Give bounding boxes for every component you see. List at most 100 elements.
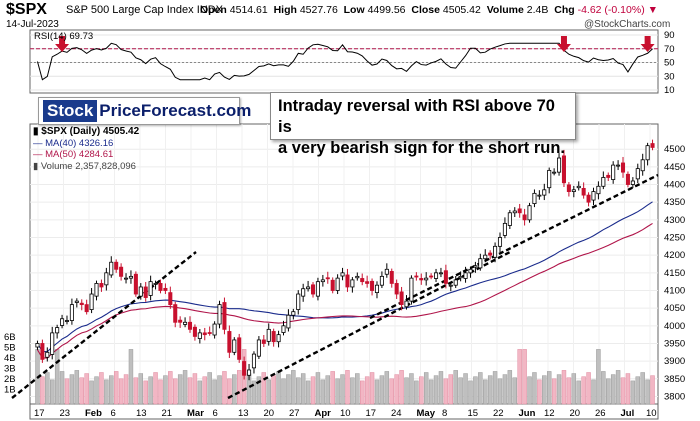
candle-body bbox=[207, 332, 212, 334]
volume-bar bbox=[315, 372, 321, 405]
chg-value: -4.62 (-0.10%) bbox=[577, 4, 645, 16]
volume-bar bbox=[468, 380, 473, 405]
volume-bar bbox=[123, 374, 129, 405]
volume-bar bbox=[438, 371, 444, 405]
stockpriceforecast-logo[interactable]: Stock PriceForecast.com bbox=[38, 97, 251, 125]
candle-body bbox=[153, 283, 158, 285]
candle-body bbox=[133, 273, 138, 295]
candle-body bbox=[217, 304, 222, 325]
candle-body bbox=[429, 275, 434, 278]
candle-body bbox=[507, 212, 512, 226]
volume-bar bbox=[497, 378, 503, 405]
candle-body bbox=[601, 177, 606, 187]
candle-body bbox=[611, 164, 616, 180]
volume-bar bbox=[448, 374, 454, 405]
candle-body bbox=[237, 337, 242, 360]
candle-body bbox=[163, 287, 168, 291]
volume-bar bbox=[394, 374, 399, 405]
date-tick-label: 13 bbox=[238, 408, 249, 419]
date-tick-label: 10 bbox=[340, 408, 351, 419]
volume-bar bbox=[84, 373, 89, 405]
candle-body bbox=[158, 283, 163, 291]
volume-bar bbox=[463, 373, 468, 405]
candle-body bbox=[128, 275, 133, 279]
candle-body bbox=[55, 327, 60, 334]
candle-body bbox=[79, 302, 84, 306]
volume-bar bbox=[458, 377, 463, 405]
volume-bar bbox=[571, 373, 577, 405]
close-value: 4505.42 bbox=[442, 4, 481, 16]
volume-tick-label: 3B bbox=[4, 364, 16, 375]
chart-legend: ▮ $SPX (Daily) 4505.42 — MA(40) 4326.16 … bbox=[33, 126, 139, 172]
candle-body bbox=[84, 304, 89, 313]
rsi-tick-label: 10 bbox=[664, 85, 675, 96]
volume-bar bbox=[310, 376, 316, 405]
volume-bar bbox=[59, 371, 65, 405]
volume-bar bbox=[330, 371, 335, 405]
candle-body bbox=[547, 169, 552, 189]
volume-bar bbox=[320, 379, 326, 405]
candle-body bbox=[360, 278, 365, 283]
volume-bar bbox=[645, 379, 650, 405]
volume-bar bbox=[202, 376, 207, 405]
candle-body bbox=[497, 237, 503, 247]
volume-bar bbox=[281, 378, 286, 405]
candle-body bbox=[222, 302, 227, 330]
volume-bar bbox=[335, 378, 340, 405]
volume-bar bbox=[502, 374, 508, 405]
candle-body bbox=[389, 271, 394, 284]
legend-ma40: — MA(40) 4326.16 bbox=[33, 137, 114, 149]
volume-bar bbox=[109, 375, 114, 405]
volume-bar bbox=[94, 376, 99, 405]
legend-title: ▮ $SPX (Daily) 4505.42 bbox=[33, 126, 139, 138]
volume-bar bbox=[74, 370, 80, 405]
price-tick-label: 3900 bbox=[664, 356, 685, 367]
volume-bar bbox=[173, 378, 178, 405]
candle-body bbox=[591, 191, 596, 201]
rsi-tick-label: 30 bbox=[664, 71, 675, 82]
price-tick-label: 3800 bbox=[664, 391, 685, 402]
open-label: Open bbox=[200, 4, 227, 16]
date-tick-label: May bbox=[417, 408, 436, 419]
candle-body bbox=[419, 278, 424, 281]
candle-body bbox=[434, 272, 439, 279]
candle-body bbox=[335, 277, 340, 291]
symbol-title: $SPX bbox=[6, 1, 47, 18]
date-tick-label: 20 bbox=[264, 408, 275, 419]
candle-body bbox=[50, 332, 55, 355]
volume-bar bbox=[158, 379, 163, 405]
volume-bar bbox=[54, 349, 60, 405]
index-name: S&P 500 Large Cap Index INDX bbox=[66, 4, 223, 16]
chg-label: Chg bbox=[554, 4, 575, 16]
high-value: 4527.76 bbox=[299, 4, 338, 16]
date-tick-label: 17 bbox=[366, 408, 377, 419]
volume-bar bbox=[69, 374, 75, 405]
exchange-label: INDX bbox=[196, 4, 223, 16]
quote-summary: Open 4514.61 High 4527.76 Low 4499.56 Cl… bbox=[200, 4, 658, 16]
volume-bar bbox=[561, 370, 567, 405]
volume-bar bbox=[404, 377, 409, 405]
volume-bar bbox=[50, 379, 55, 405]
volume-bar bbox=[340, 374, 345, 405]
candle-body bbox=[124, 277, 129, 280]
volume-bar bbox=[79, 377, 84, 405]
volume-bar bbox=[212, 379, 217, 405]
volume-bar bbox=[128, 349, 134, 405]
candle-body bbox=[266, 328, 271, 342]
volume-bar bbox=[419, 376, 424, 405]
price-tick-label: 4050 bbox=[664, 303, 685, 314]
rsi-tick-label: 50 bbox=[664, 58, 675, 69]
candle-body bbox=[261, 339, 266, 344]
ma50-line bbox=[36, 222, 653, 359]
volume-bar bbox=[177, 374, 183, 405]
candle-body bbox=[473, 265, 478, 268]
volume-bar bbox=[414, 380, 419, 405]
volume-bar bbox=[399, 370, 404, 405]
volume-value: 2.4B bbox=[526, 4, 549, 16]
candle-body bbox=[119, 266, 124, 277]
volume-bar bbox=[118, 378, 124, 405]
candle-body bbox=[350, 279, 355, 288]
candle-body bbox=[168, 292, 173, 306]
volume-bar bbox=[369, 372, 375, 405]
